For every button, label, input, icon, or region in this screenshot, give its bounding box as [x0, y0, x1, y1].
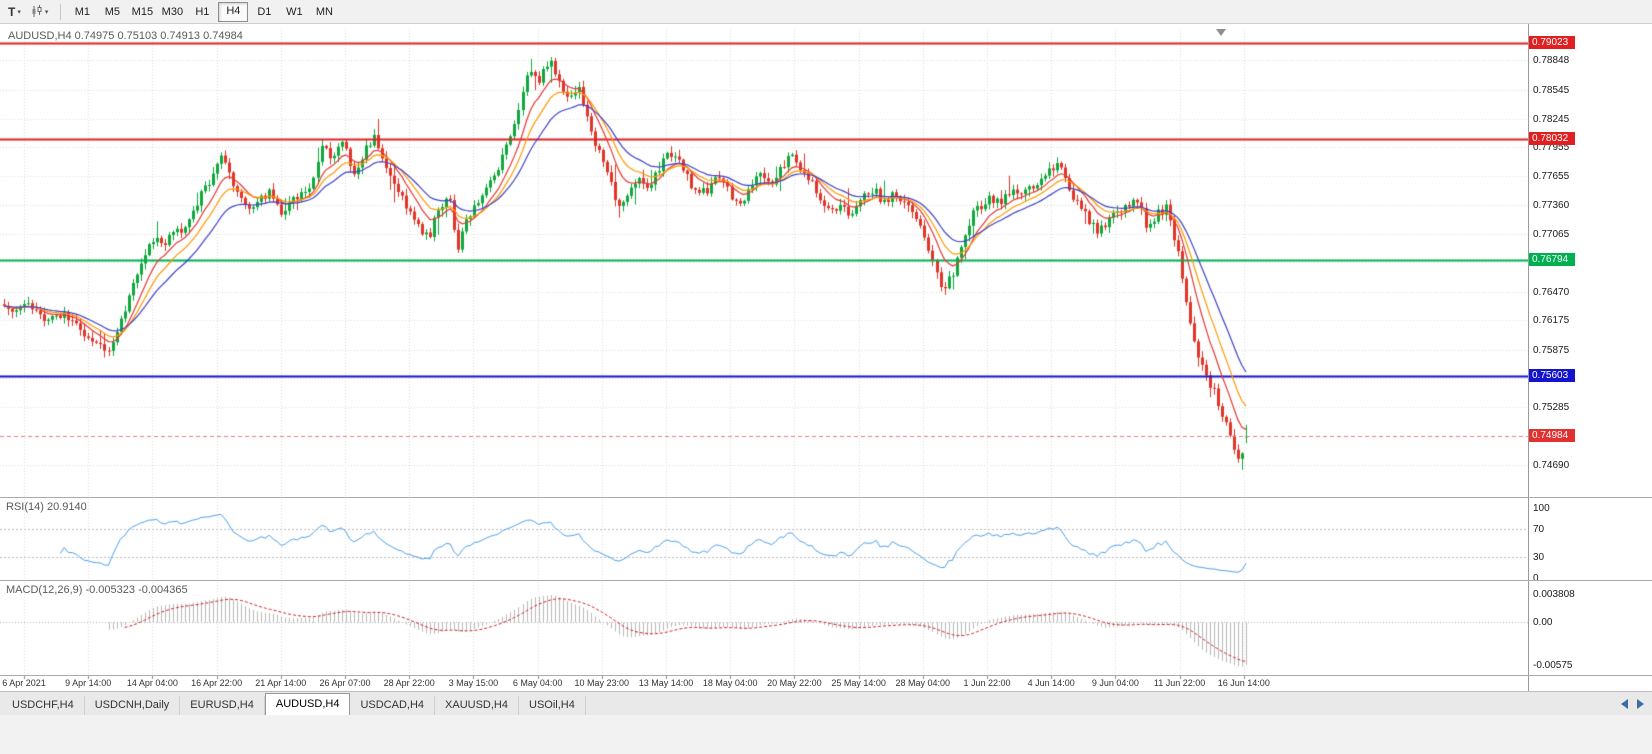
chart-tab-eurusd-h4[interactable]: EURUSD,H4 — [180, 696, 265, 715]
price-axis-tick: 0.77360 — [1533, 199, 1570, 211]
price-axis-tick: 0.76470 — [1533, 286, 1570, 298]
chart-window: AUDUSD,H4 0.74975 0.75103 0.74913 0.7498… — [0, 24, 1652, 691]
time-axis[interactable]: 6 Apr 2021 9 Apr 14:00 14 Apr 04:00 16 Apr … — [0, 675, 1528, 691]
time-axis-label: 26 Apr 07:00 — [319, 678, 371, 688]
timeframe-button-d1[interactable]: D1 — [257, 5, 272, 18]
chart-tab-bar: USDCHF,H4 USDCNH,Daily EURUSD,H4 AUDUSD,H4 U… — [0, 691, 1652, 715]
chart-tab-audusd-h4[interactable]: AUDUSD,H4 — [264, 693, 351, 715]
time-axis-label: 1 Jun 22:00 — [963, 678, 1011, 688]
time-axis-label: 16 Jun 14:00 — [1217, 678, 1270, 688]
rsi-axis-tick: 0 — [1533, 573, 1539, 584]
tabs-scroll-left-icon[interactable] — [1621, 699, 1628, 709]
macd-axis-tick: 0.003808 — [1533, 588, 1575, 600]
price-axis-tick: 0.78545 — [1533, 84, 1570, 96]
price-axis-tick: 0.75875 — [1533, 344, 1570, 356]
time-axis-label: 18 May 04:00 — [702, 678, 758, 688]
caret-down-icon: ▾ — [17, 8, 21, 16]
toolbar: T ▾ ▾ M1 M5 M15 M30 H1 H4 D1 W1 MN — [0, 0, 1652, 24]
price-axis-tick: 0.77065 — [1533, 228, 1570, 240]
time-axis-label: 14 Apr 04:00 — [126, 678, 178, 688]
time-axis-label: 13 May 14:00 — [638, 678, 694, 688]
timeframe-button-m1[interactable]: M1 — [74, 5, 91, 18]
timeframe-button-mn[interactable]: MN — [315, 5, 333, 18]
caret-down-icon: ▾ — [44, 8, 49, 16]
rsi-axis-tick: 70 — [1533, 524, 1545, 535]
macd-indicator-label: MACD(12,26,9) -0.005323 -0.004365 — [6, 584, 188, 596]
time-axis-label: 21 Apr 14:00 — [255, 678, 307, 688]
timeframe-button-w1[interactable]: W1 — [286, 5, 303, 18]
price-axis-tick: 0.77955 — [1533, 141, 1570, 153]
templates-button-label: T — [8, 4, 16, 19]
tabs-scroll-right-icon[interactable] — [1637, 699, 1644, 709]
chart-shift-marker-icon[interactable] — [1216, 29, 1226, 36]
rsi-axis-tick: 30 — [1533, 552, 1545, 563]
macd-axis-tick: -0.00575 — [1533, 659, 1573, 671]
time-axis-label: 9 Jun 04:00 — [1091, 678, 1139, 688]
candlestick-chart-icon — [31, 5, 43, 18]
timeframe-button-h1[interactable]: H1 — [195, 5, 210, 18]
time-axis-label: 6 Apr 2021 — [2, 678, 46, 688]
time-axis-label: 16 Apr 22:00 — [191, 678, 243, 688]
chart-type-button[interactable]: ▾ — [27, 3, 53, 21]
time-axis-label: 6 May 04:00 — [512, 678, 563, 688]
chart-tab-usdchf-h4[interactable]: USDCHF,H4 — [2, 696, 85, 715]
tab-scroll-controls — [1621, 699, 1644, 709]
timeframe-button-m5[interactable]: M5 — [104, 5, 121, 18]
rsi-axis-tick: 100 — [1533, 503, 1550, 514]
hline-price-label: 0.76794 — [1529, 253, 1575, 267]
macd-axis-tick: 0.00 — [1533, 617, 1553, 628]
time-axis-label: 11 Jun 22:00 — [1153, 678, 1206, 688]
price-axis-tick: 0.74690 — [1533, 459, 1570, 471]
templates-button[interactable]: T ▾ — [4, 3, 25, 21]
time-axis-separator — [0, 675, 1652, 676]
pane-separator[interactable] — [0, 580, 1652, 581]
time-axis-label: 10 May 23:00 — [574, 678, 630, 688]
price-axis[interactable]: 0.78848 0.78545 0.78245 0.77955 0.77655 0.773… — [1528, 24, 1652, 691]
time-axis-label: 9 Apr 14:00 — [65, 678, 112, 688]
current-price-label: 0.74984 — [1529, 429, 1575, 443]
price-chart-canvas[interactable] — [0, 24, 1528, 691]
pane-separator[interactable] — [0, 497, 1652, 498]
price-axis-tick: 0.78245 — [1533, 113, 1570, 125]
timeframe-button-m15[interactable]: M15 — [131, 5, 154, 18]
chart-ohlc-title: AUDUSD,H4 0.74975 0.75103 0.74913 0.7498… — [8, 30, 243, 42]
timeframe-button-h4[interactable]: H4 — [218, 1, 249, 22]
time-axis-label: 4 Jun 14:00 — [1027, 678, 1075, 688]
rsi-indicator-label: RSI(14) 20.9140 — [6, 501, 87, 513]
hline-price-label: 0.79023 — [1529, 35, 1575, 49]
toolbar-separator — [60, 3, 62, 20]
chart-tab-list: USDCHF,H4 USDCNH,Daily EURUSD,H4 AUDUSD,H4 U… — [0, 692, 1652, 715]
time-axis-label: 25 May 14:00 — [831, 678, 886, 688]
chart-tab-usdcnh-daily[interactable]: USDCNH,Daily — [84, 696, 181, 715]
price-axis-tick: 0.75285 — [1533, 402, 1570, 414]
chart-tab-xauusd-h4[interactable]: XAUUSD,H4 — [435, 696, 519, 715]
time-axis-label: 28 May 04:00 — [895, 678, 951, 688]
price-axis-tick: 0.77655 — [1533, 171, 1570, 183]
chart-tab-usdcad-h4[interactable]: USDCAD,H4 — [350, 696, 436, 715]
chart-tab-usoil-h4[interactable]: USOil,H4 — [519, 696, 586, 715]
timeframe-group: M1 M5 M15 M30 H1 H4 D1 W1 MN — [67, 1, 339, 22]
time-axis-label: 20 May 22:00 — [767, 678, 822, 688]
hline-price-label: 0.75603 — [1529, 369, 1575, 383]
status-area — [0, 715, 1652, 754]
hline-price-label: 0.78032 — [1529, 132, 1575, 146]
time-axis-label: 28 Apr 22:00 — [383, 678, 435, 688]
time-axis-label: 3 May 15:00 — [448, 678, 499, 688]
timeframe-button-m30[interactable]: M30 — [161, 5, 184, 18]
price-axis-tick: 0.78848 — [1533, 55, 1570, 66]
price-axis-tick: 0.76175 — [1533, 315, 1570, 327]
